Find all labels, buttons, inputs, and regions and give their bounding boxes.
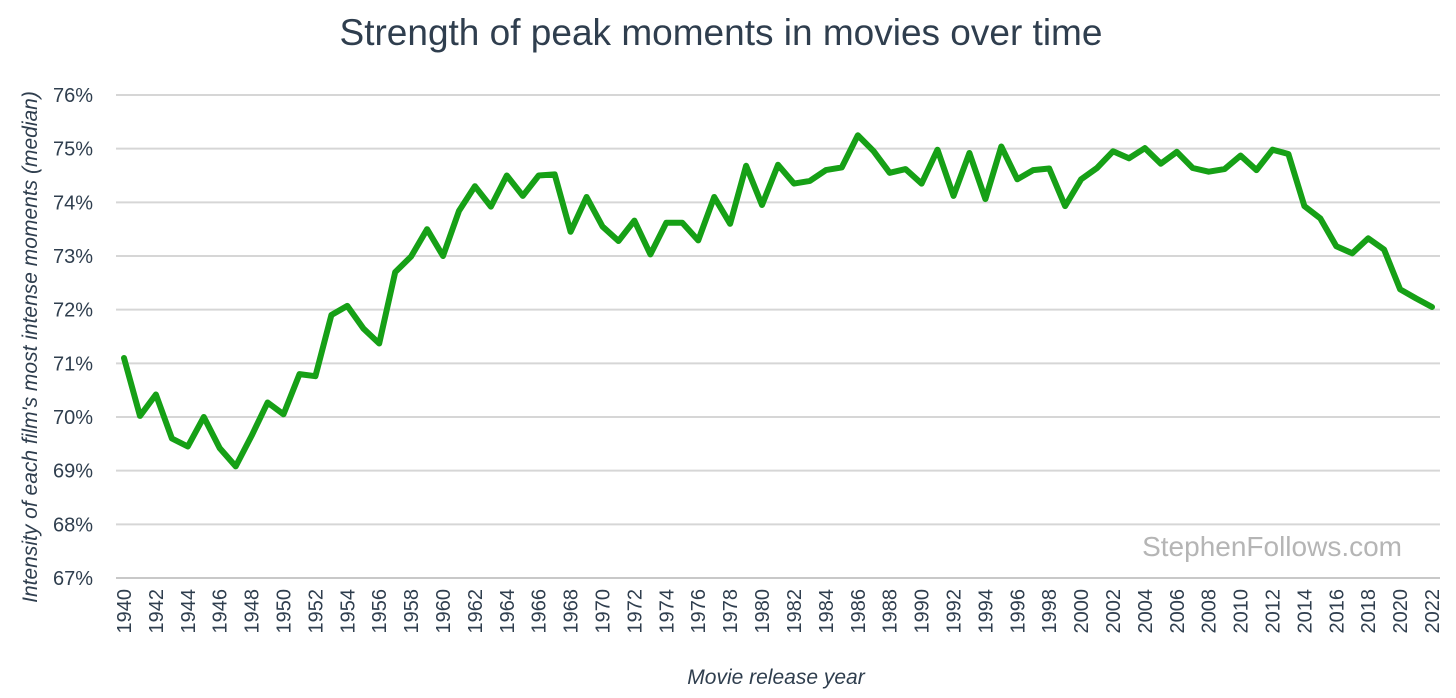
x-tick-label: 2010: [1231, 589, 1253, 634]
x-tick-label: 1960: [433, 589, 455, 634]
y-axis-label: Intensity of each film's most intense mo…: [19, 91, 42, 603]
x-tick-label: 1956: [369, 589, 391, 634]
x-tick-label: 1946: [210, 589, 232, 634]
y-tick-label: 75%: [53, 139, 93, 161]
x-tick-label: 1944: [178, 589, 200, 634]
x-tick-label: 1948: [242, 589, 264, 634]
x-tick-label: 1980: [752, 589, 774, 634]
x-tick-label: 1942: [146, 589, 168, 634]
x-tick-label: 1954: [337, 589, 359, 634]
x-tick-label: 2008: [1199, 589, 1221, 634]
y-tick-label: 69%: [53, 461, 93, 483]
x-tick-label: 1990: [912, 589, 934, 634]
x-tick-label: 1986: [848, 589, 870, 634]
x-tick-label: 1992: [943, 589, 965, 634]
x-tick-label: 1952: [305, 589, 327, 634]
x-tick-label: 1998: [1039, 589, 1061, 634]
x-tick-label: 1972: [624, 589, 646, 634]
y-tick-label: 72%: [53, 300, 93, 322]
x-tick-label: 1982: [784, 589, 806, 634]
y-axis-ticks: 67% 68% 69% 70% 71% 72% 73% 74% 75% 76%: [53, 85, 93, 590]
series-layer: [121, 132, 1435, 470]
x-tick-label: 2004: [1135, 589, 1157, 634]
x-axis-ticks: 1940 1942 1944 1946 1948 1950 1952 1954 1956 1958…: [114, 589, 1444, 634]
x-tick-label: 2018: [1358, 589, 1380, 634]
y-tick-label: 71%: [53, 353, 93, 375]
y-tick-label: 67%: [53, 568, 93, 590]
x-tick-label: 1962: [465, 589, 487, 634]
x-tick-label: 1970: [593, 589, 615, 634]
y-tick-label: 74%: [53, 192, 93, 214]
x-tick-label: 2016: [1326, 589, 1348, 634]
x-tick-label: 1964: [497, 589, 519, 634]
chart-title: Strength of peak moments in movies over …: [339, 12, 1103, 53]
y-tick-label: 68%: [53, 514, 93, 536]
x-tick-label: 1968: [561, 589, 583, 634]
y-tick-label: 76%: [53, 85, 93, 107]
x-tick-label: 1994: [975, 589, 997, 634]
x-tick-label: 1950: [274, 589, 296, 634]
x-tick-label: 2022: [1422, 589, 1444, 634]
y-tick-label: 70%: [53, 407, 93, 429]
x-tick-label: 1974: [656, 589, 678, 634]
x-tick-label: 1976: [688, 589, 710, 634]
x-tick-label: 2006: [1167, 589, 1189, 634]
series-line: [121, 132, 1435, 470]
x-tick-label: 2012: [1262, 589, 1284, 634]
x-tick-label: 2014: [1294, 589, 1316, 634]
x-tick-label: 1984: [816, 589, 838, 634]
x-tick-label: 2000: [1071, 589, 1093, 634]
x-tick-label: 1988: [880, 589, 902, 634]
x-tick-label: 1978: [720, 589, 742, 634]
x-tick-label: 1958: [401, 589, 423, 634]
gridlines: [116, 94, 1440, 579]
x-tick-label: 2002: [1103, 589, 1125, 634]
x-axis-label: Movie release year: [687, 666, 865, 689]
x-tick-label: 1966: [529, 589, 551, 634]
x-tick-label: 2020: [1390, 589, 1412, 634]
y-tick-label: 73%: [53, 246, 93, 268]
x-tick-label: 1996: [1007, 589, 1029, 634]
x-tick-label: 1940: [114, 589, 136, 634]
watermark: StephenFollows.com: [1142, 531, 1402, 562]
